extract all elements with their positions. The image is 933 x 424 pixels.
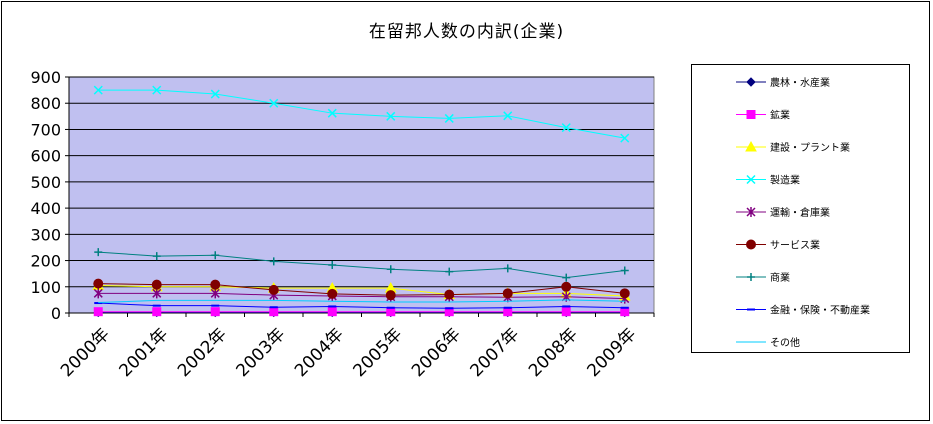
point-marker [502, 288, 513, 299]
x-tick-label: 2004年 [291, 324, 348, 381]
legend-label: 製造業 [770, 174, 800, 187]
x-tick-label: 2006年 [408, 324, 465, 381]
point-marker [620, 133, 630, 143]
y-tick-label: 500 [30, 173, 61, 192]
point-marker [210, 288, 220, 299]
point-marker [503, 307, 513, 317]
point-marker [620, 266, 629, 275]
point-marker [386, 307, 396, 317]
y-tick-label: 700 [30, 120, 61, 139]
point-marker [210, 307, 220, 317]
point-marker [561, 307, 571, 317]
point-marker [93, 288, 103, 299]
point-marker [152, 85, 162, 95]
point-marker [746, 110, 756, 119]
point-marker [210, 279, 221, 290]
point-marker [327, 307, 337, 317]
point-marker [385, 290, 396, 301]
point-marker [746, 207, 756, 217]
y-tick-label: 800 [30, 94, 61, 113]
point-marker [327, 108, 337, 118]
point-marker [93, 278, 104, 289]
y-tick-label: 200 [30, 252, 61, 271]
y-tick-label: 600 [30, 147, 61, 166]
series-line [98, 251, 625, 279]
point-marker [210, 89, 220, 99]
point-marker [151, 279, 162, 290]
legend-label: 鉱業 [770, 109, 790, 122]
legend: 農林・水産業 鉱業建設・プラント業 製造業運輸・倉庫業 サービス業商業金融・保険・不動… [691, 64, 910, 353]
series-line [98, 302, 625, 309]
point-marker [268, 284, 279, 295]
legend-label: 金融・保険・不動産業 [770, 304, 870, 317]
series-line [98, 284, 625, 297]
x-tick-label: 2000年 [57, 324, 114, 381]
point-marker [94, 248, 103, 257]
point-marker [444, 113, 454, 123]
x-tick-label: 2005年 [350, 324, 407, 381]
point-marker [746, 174, 756, 185]
point-marker [269, 257, 278, 266]
point-marker [747, 273, 755, 281]
point-marker [269, 98, 279, 108]
point-marker [152, 252, 161, 261]
point-marker [152, 307, 162, 317]
point-marker [328, 261, 337, 270]
point-marker [444, 289, 455, 300]
x-tick-label: 2001年 [116, 324, 173, 381]
legend-label: 建設・プラント業 [770, 141, 850, 154]
plot-area [68, 76, 655, 314]
point-marker [386, 265, 395, 274]
point-marker [386, 111, 396, 121]
point-marker [211, 251, 220, 260]
series-line [98, 283, 625, 296]
x-tick-label: 2002年 [174, 324, 231, 381]
point-marker [93, 85, 103, 95]
legend-label: サービス業 [770, 239, 820, 252]
x-tick-label: 2007年 [467, 324, 524, 381]
point-marker [152, 288, 162, 299]
y-tick-label: 300 [30, 225, 61, 244]
legend-label: 商業 [770, 271, 790, 284]
point-marker [445, 267, 454, 276]
point-marker [93, 307, 103, 317]
legend-label: 農林・水産業 [770, 76, 830, 89]
x-tick-label: 2003年 [233, 324, 290, 381]
point-marker [746, 77, 756, 87]
x-tick-label: 2009年 [584, 324, 641, 381]
series-line [98, 292, 625, 300]
legend-label: その他 [770, 336, 800, 349]
point-marker [561, 123, 571, 133]
point-marker [746, 239, 756, 250]
y-tick-label: 900 [30, 68, 61, 87]
legend-label: 運輸・倉庫業 [770, 206, 830, 219]
point-marker [327, 288, 338, 299]
series-line [98, 89, 625, 139]
point-marker [561, 281, 572, 292]
y-tick-label: 400 [30, 199, 61, 218]
point-marker [503, 111, 513, 121]
point-marker [619, 288, 630, 299]
chart-title: 在留邦人数の内訳(企業) [368, 22, 565, 42]
point-marker [269, 307, 279, 317]
series-line [98, 299, 625, 304]
y-tick-label: 100 [30, 278, 61, 297]
point-marker [745, 140, 757, 152]
point-marker [620, 307, 630, 317]
point-marker [562, 273, 571, 282]
point-marker [503, 264, 512, 273]
legend-svg: 農林・水産業鉱業建設・プラント業製造業運輸・倉庫業サービス業商業金融・保険・不動… [736, 76, 870, 349]
y-tick-label: 0 [51, 304, 61, 323]
x-tick-label: 2008年 [525, 324, 582, 381]
